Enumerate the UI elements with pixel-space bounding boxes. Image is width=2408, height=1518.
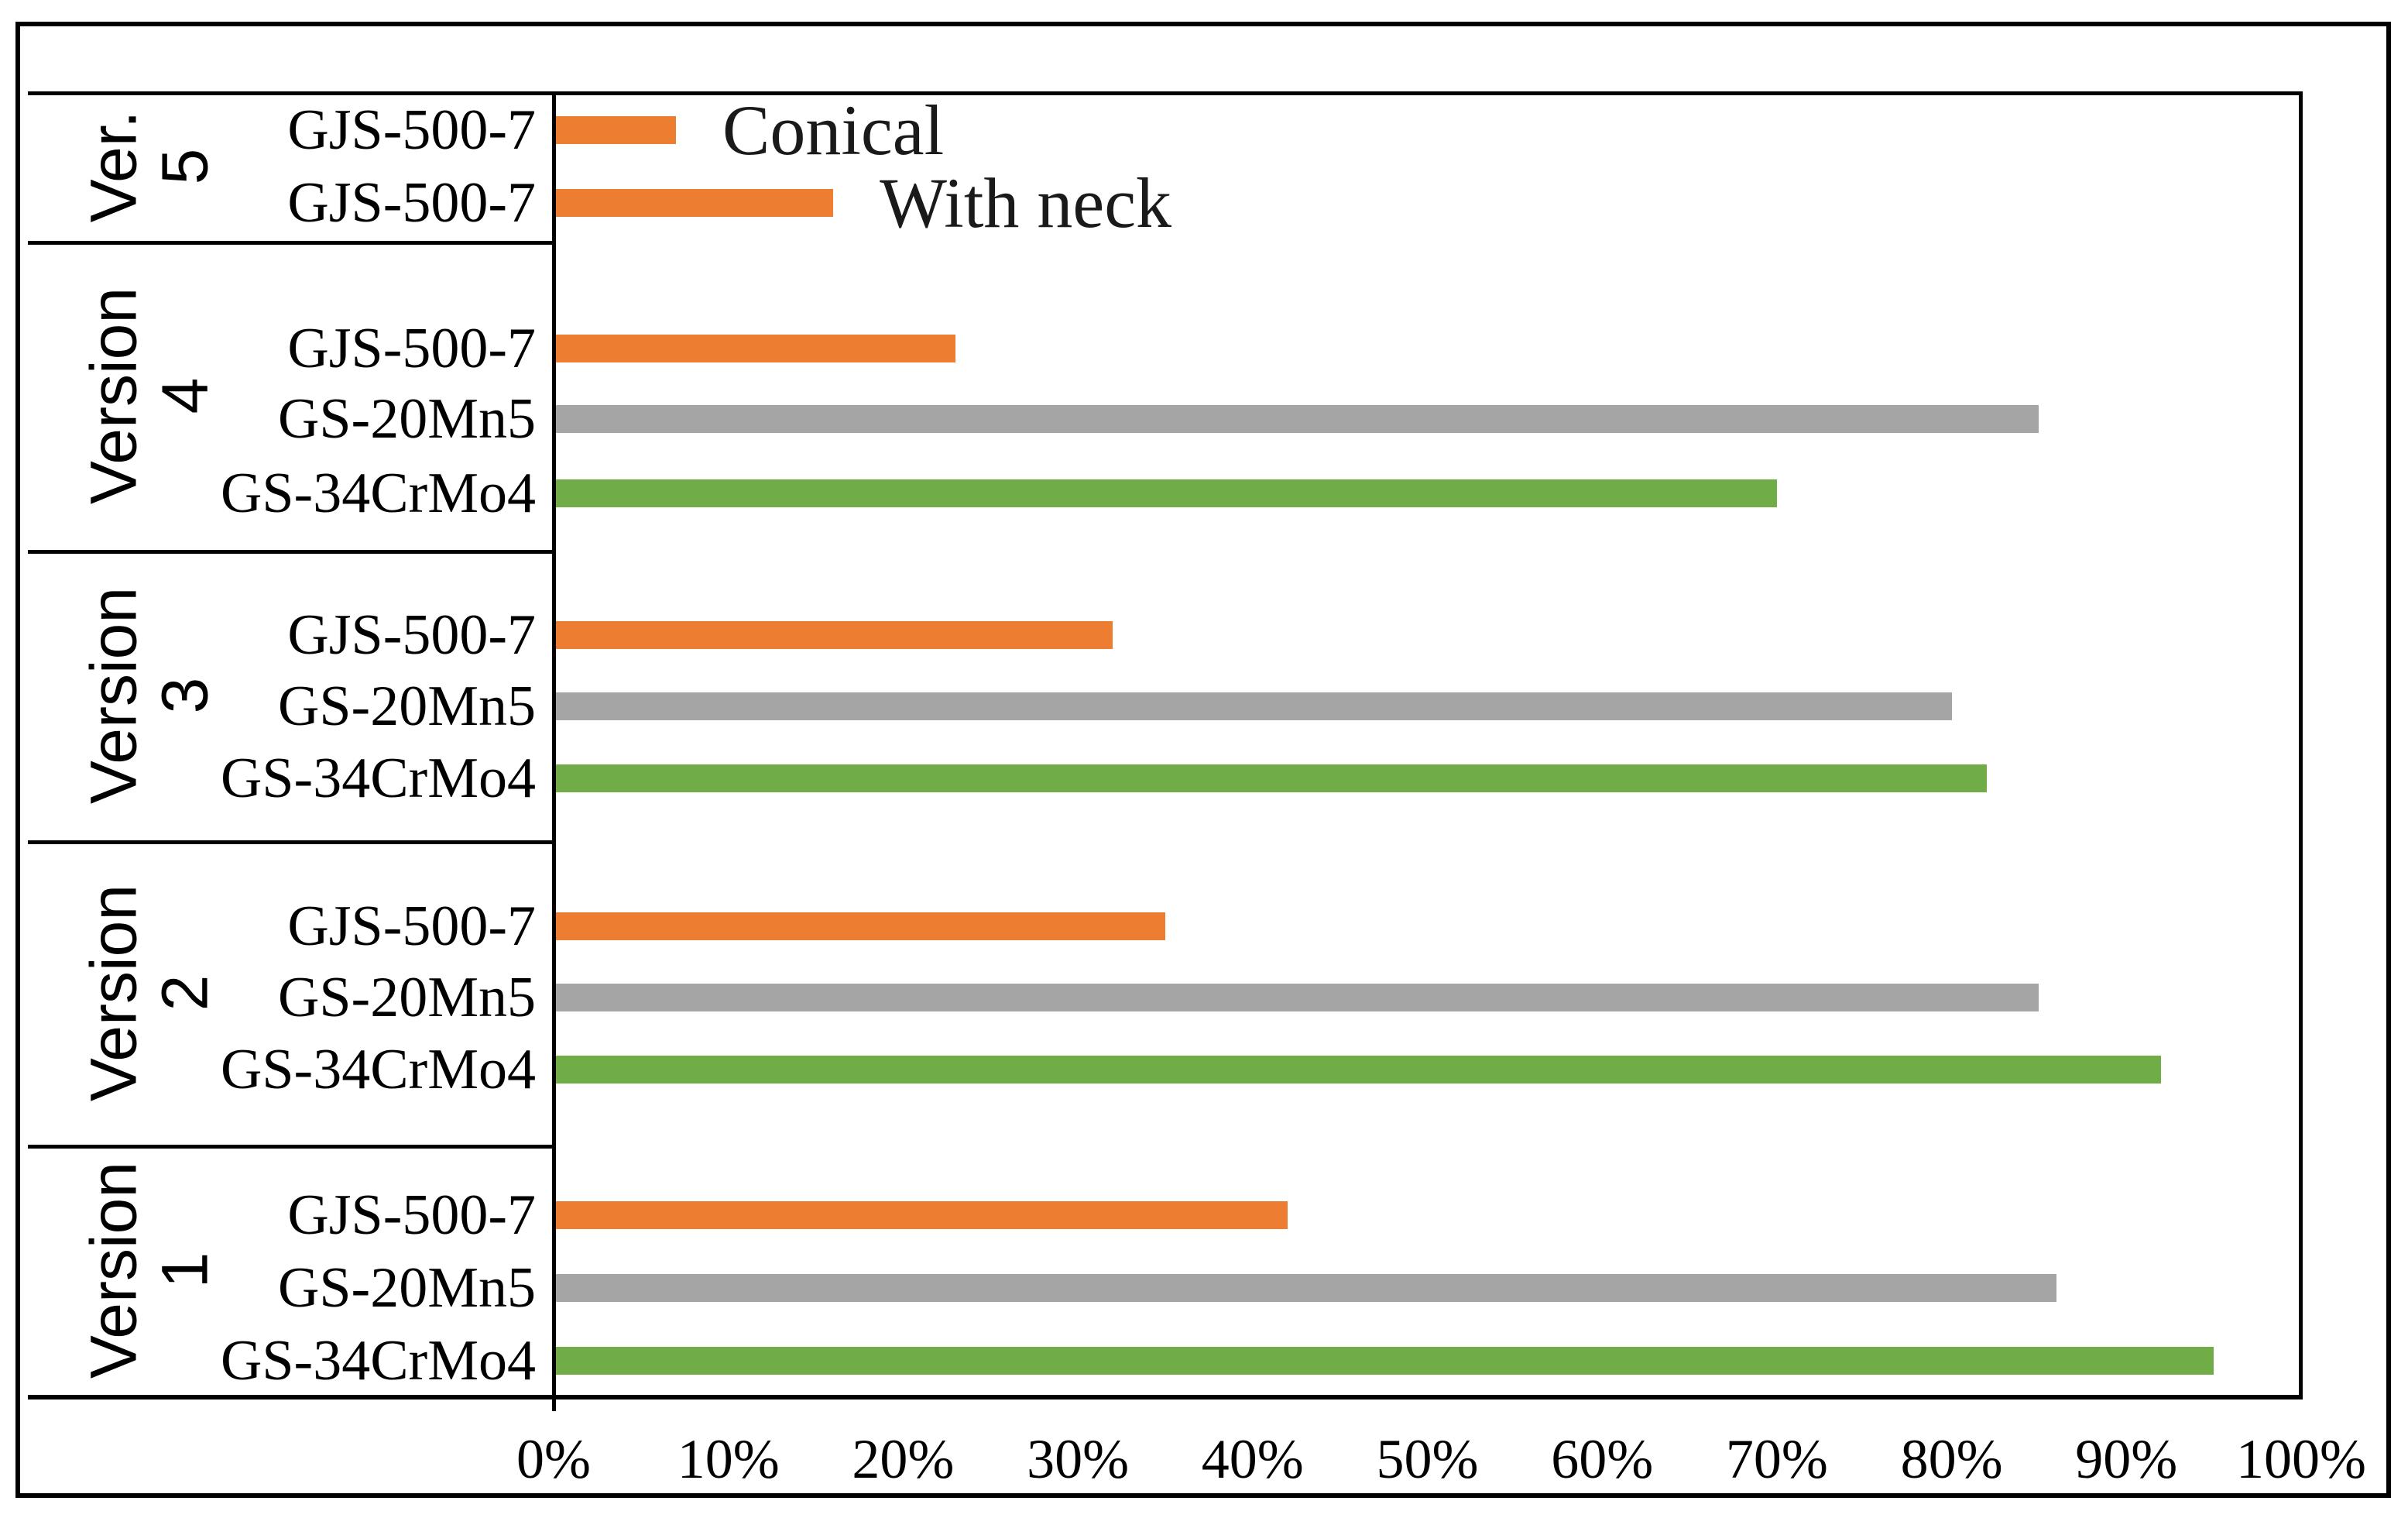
bar bbox=[556, 189, 834, 217]
row-label: GS-20Mn5 bbox=[277, 387, 536, 451]
row-label: GJS-500-7 bbox=[287, 603, 536, 667]
row-label: GJS-500-7 bbox=[287, 171, 536, 235]
x-tick-label: 30% bbox=[1027, 1428, 1130, 1490]
bar bbox=[556, 1347, 2214, 1375]
group-divider-line bbox=[28, 550, 556, 554]
bar bbox=[556, 1056, 2162, 1084]
x-tick-label: 0% bbox=[516, 1428, 591, 1490]
bar bbox=[556, 692, 1952, 720]
x-tick-label: 60% bbox=[1551, 1428, 1654, 1490]
plot-top-line bbox=[28, 91, 2303, 95]
bar bbox=[556, 912, 1165, 940]
row-label: GS-20Mn5 bbox=[277, 1256, 536, 1320]
row-label: GS-34CrMo4 bbox=[220, 1038, 536, 1101]
row-label: GS-20Mn5 bbox=[277, 675, 536, 738]
bar bbox=[556, 335, 956, 362]
x-tick-label: 50% bbox=[1376, 1428, 1479, 1490]
row-label: GS-34CrMo4 bbox=[220, 1329, 536, 1393]
bar bbox=[556, 1274, 2057, 1302]
row-label: GJS-500-7 bbox=[287, 317, 536, 380]
chart-outer-border bbox=[15, 22, 2391, 1498]
bar bbox=[556, 621, 1113, 649]
bar bbox=[556, 116, 676, 144]
bar bbox=[556, 1201, 1288, 1229]
x-tick-label: 10% bbox=[677, 1428, 780, 1490]
row-label: GJS-500-7 bbox=[287, 895, 536, 958]
bar-annotation: With neck bbox=[880, 163, 1172, 242]
bar bbox=[556, 405, 2039, 433]
category-axis-line bbox=[552, 91, 556, 1411]
bar bbox=[556, 479, 1777, 507]
group-divider-line bbox=[28, 241, 556, 245]
bar bbox=[556, 984, 2039, 1011]
bar-annotation: Conical bbox=[722, 91, 945, 170]
x-tick-label: 90% bbox=[2075, 1428, 2178, 1490]
x-axis-line bbox=[28, 1395, 2303, 1400]
x-tick-label: 80% bbox=[1900, 1428, 2003, 1490]
row-label: GJS-500-7 bbox=[287, 98, 536, 162]
group-divider-line bbox=[28, 1145, 556, 1149]
row-label: GJS-500-7 bbox=[287, 1183, 536, 1247]
x-tick-label: 70% bbox=[1725, 1428, 1828, 1490]
row-label: GS-20Mn5 bbox=[277, 966, 536, 1029]
group-divider-line bbox=[28, 840, 556, 844]
bar bbox=[556, 764, 1987, 792]
x-tick-label: 40% bbox=[1201, 1428, 1304, 1490]
x-tick-label: 100% bbox=[2236, 1428, 2366, 1490]
plot-right-line bbox=[2299, 91, 2303, 1399]
x-tick-label: 20% bbox=[852, 1428, 955, 1490]
row-label: GS-34CrMo4 bbox=[220, 462, 536, 525]
row-label: GS-34CrMo4 bbox=[220, 747, 536, 810]
